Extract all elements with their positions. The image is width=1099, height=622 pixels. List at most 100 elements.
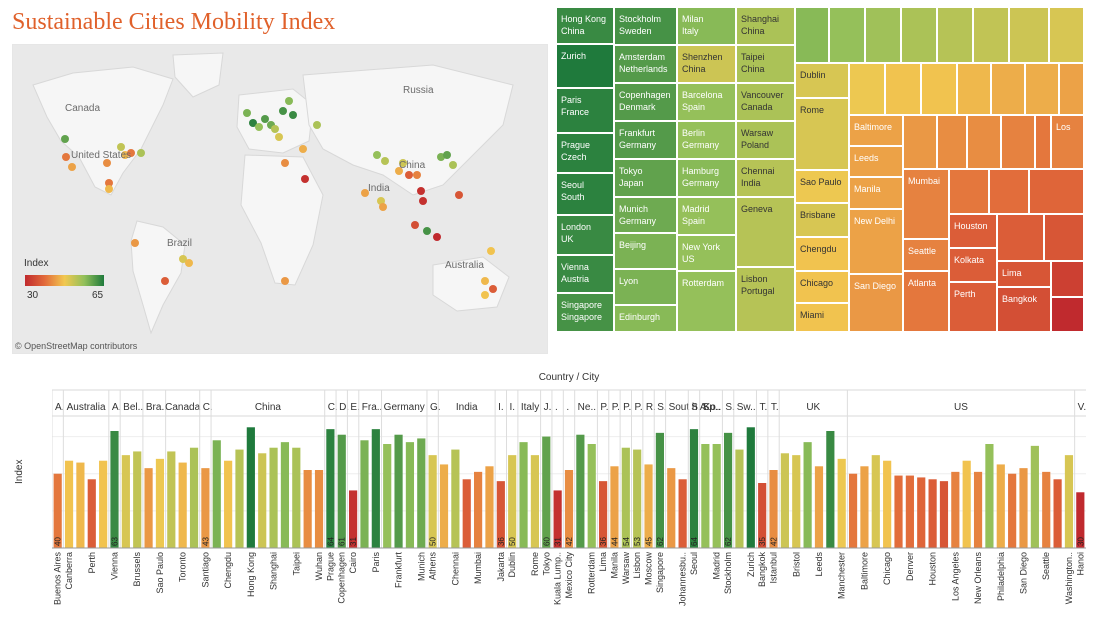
treemap-cell[interactable] [989,169,1029,214]
treemap-cell[interactable]: Madrid Spain [677,197,736,235]
city-marker[interactable] [399,159,407,167]
treemap-cell[interactable] [1025,63,1059,115]
treemap-cell[interactable]: Barcelona Spain [677,83,736,121]
treemap-cell[interactable]: Zurich [556,44,614,88]
treemap-cell[interactable]: Atlanta [903,271,949,332]
city-marker[interactable] [419,197,427,205]
treemap-cell[interactable]: Lyon [614,269,677,305]
treemap-cell[interactable]: Edinburgh [614,305,677,332]
treemap-cell[interactable] [1059,63,1084,115]
treemap-cell[interactable] [921,63,957,115]
city-marker[interactable] [105,179,113,187]
city-marker[interactable] [395,167,403,175]
treemap-cell[interactable]: Prague Czech [556,133,614,173]
treemap-cell[interactable]: Amsterdam Netherlands [614,45,677,83]
city-marker[interactable] [161,277,169,285]
treemap-cell[interactable]: Sao Paulo [795,170,849,203]
treemap-cell[interactable]: Mumbai [903,169,949,239]
city-marker[interactable] [373,151,381,159]
treemap-cell[interactable]: Bangkok [997,287,1051,332]
treemap-cell[interactable]: Paris France [556,88,614,133]
city-marker[interactable] [261,115,269,123]
city-marker[interactable] [103,159,111,167]
treemap-cell[interactable] [937,7,973,63]
treemap-cell[interactable]: Leeds [849,146,903,177]
treemap-cell[interactable]: Chennai India [736,159,795,197]
city-marker[interactable] [289,111,297,119]
treemap-cell[interactable] [949,169,989,214]
treemap-cell[interactable]: New Delhi [849,209,903,274]
treemap-cell[interactable] [901,7,937,63]
city-marker[interactable] [299,145,307,153]
treemap-cell[interactable] [973,7,1009,63]
treemap-cell[interactable] [1029,169,1084,214]
treemap[interactable]: Hong Kong China Zurich Paris France Prague Cze… [556,7,1084,332]
treemap-cell[interactable]: Stockholm Sweden [614,7,677,45]
city-marker[interactable] [489,285,497,293]
city-marker[interactable] [117,143,125,151]
treemap-cell[interactable]: Berlin Germany [677,121,736,159]
city-marker[interactable] [455,191,463,199]
city-marker[interactable] [137,149,145,157]
city-marker[interactable] [379,203,387,211]
treemap-cell[interactable] [967,115,1001,169]
treemap-cell[interactable]: Hong Kong China [556,7,614,44]
city-marker[interactable] [179,255,187,263]
treemap-cell[interactable]: Shanghai China [736,7,795,45]
treemap-cell[interactable]: Rome [795,98,849,170]
treemap-cell[interactable]: Dublin [795,63,849,98]
treemap-cell[interactable]: Hamburg Germany [677,159,736,197]
treemap-cell[interactable] [957,63,991,115]
treemap-cell[interactable] [1001,115,1035,169]
treemap-cell[interactable]: San Diego [849,274,903,332]
treemap-cell[interactable]: Chicago [795,271,849,303]
treemap-cell[interactable] [991,63,1025,115]
treemap-cell[interactable]: Singapore Singapore [556,293,614,332]
city-marker[interactable] [68,163,76,171]
city-marker[interactable] [281,277,289,285]
treemap-cell[interactable]: Los [1051,115,1084,169]
city-marker[interactable] [481,277,489,285]
city-marker[interactable] [481,291,489,299]
treemap-cell[interactable]: Geneva [736,197,795,267]
city-marker[interactable] [275,133,283,141]
treemap-cell[interactable]: Copenhagen Denmark [614,83,677,121]
city-marker[interactable] [105,185,113,193]
treemap-cell[interactable]: Warsaw Poland [736,121,795,159]
city-marker[interactable] [243,109,251,117]
treemap-cell[interactable]: Houston [949,214,997,248]
treemap-cell[interactable]: Baltimore [849,115,903,146]
city-marker[interactable] [361,189,369,197]
treemap-cell[interactable]: Lima [997,261,1051,287]
treemap-cell[interactable]: Manila [849,177,903,209]
treemap-cell[interactable]: Tokyo Japan [614,159,677,197]
treemap-cell[interactable]: Brisbane [795,203,849,237]
treemap-cell[interactable] [1051,261,1084,297]
treemap-cell[interactable] [1051,297,1084,332]
treemap-cell[interactable] [1044,214,1084,261]
treemap-cell[interactable]: Seattle [903,239,949,271]
city-marker[interactable] [313,121,321,129]
treemap-cell[interactable] [937,115,967,169]
treemap-cell[interactable]: Frankfurt Germany [614,121,677,159]
treemap-cell[interactable] [795,7,829,63]
city-marker[interactable] [255,123,263,131]
city-marker[interactable] [249,119,257,127]
city-marker[interactable] [279,107,287,115]
treemap-cell[interactable]: Seoul South [556,173,614,215]
treemap-cell[interactable] [1049,7,1084,63]
treemap-cell[interactable] [903,115,937,169]
city-marker[interactable] [405,171,413,179]
treemap-cell[interactable]: Miami [795,303,849,332]
city-marker[interactable] [381,157,389,165]
treemap-cell[interactable]: Milan Italy [677,7,736,45]
treemap-cell[interactable] [849,63,885,115]
treemap-cell[interactable]: Vancouver Canada [736,83,795,121]
treemap-cell[interactable]: New York US [677,235,736,271]
world-map[interactable]: Canada United States Russia China India … [12,44,548,354]
treemap-cell[interactable]: Perth [949,282,997,332]
city-marker[interactable] [61,135,69,143]
treemap-cell[interactable]: Rotterdam [677,271,736,332]
treemap-cell[interactable] [997,214,1044,261]
treemap-cell[interactable] [885,63,921,115]
